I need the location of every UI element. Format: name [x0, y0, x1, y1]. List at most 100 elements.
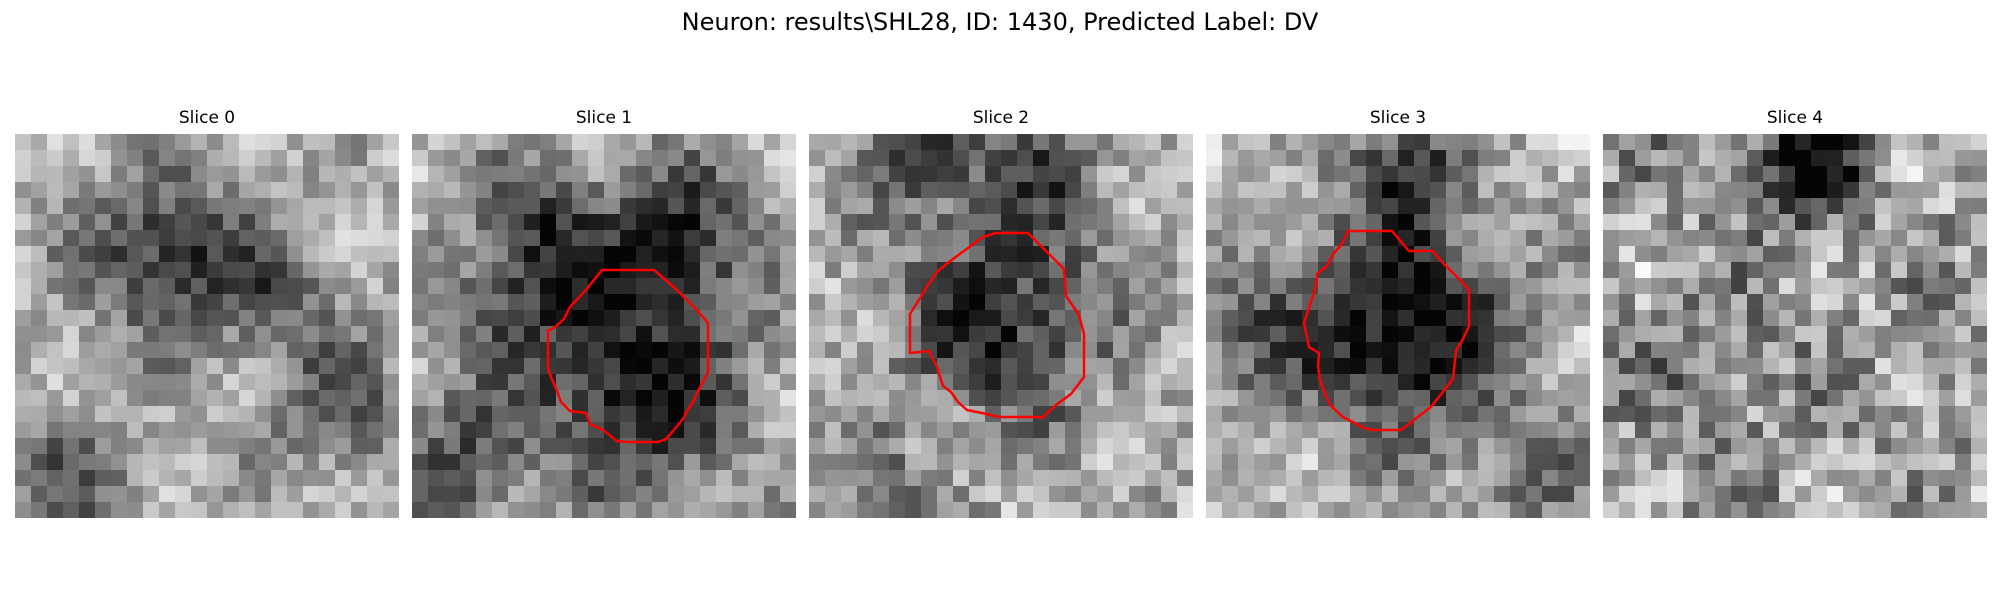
- pixel-cell: [716, 310, 733, 327]
- pixel-cell: [1414, 310, 1431, 327]
- pixel-cell: [1747, 502, 1764, 518]
- pixel-cell: [1955, 326, 1972, 343]
- pixel-cell: [1398, 470, 1415, 487]
- pixel-cell: [604, 486, 621, 503]
- pixel-cell: [255, 262, 272, 279]
- pixel-cell: [175, 278, 192, 295]
- pixel-cell: [1763, 262, 1780, 279]
- pixel-cell: [15, 294, 32, 311]
- pixel-cell: [15, 246, 32, 263]
- pixel-cell: [1715, 502, 1732, 518]
- pixel-cell: [1494, 470, 1511, 487]
- pixel-cell: [63, 134, 80, 151]
- pixel-cell: [412, 214, 429, 231]
- pixel-cell: [700, 470, 717, 487]
- pixel-cell: [1859, 358, 1876, 375]
- pixel-cell: [1811, 214, 1828, 231]
- pixel-cell: [383, 214, 399, 231]
- pixel-cell: [460, 262, 477, 279]
- pixel-cell: [63, 374, 80, 391]
- pixel-cell: [1635, 246, 1652, 263]
- pixel-cell: [1414, 470, 1431, 487]
- pixel-cell: [428, 438, 445, 455]
- pixel-cell: [1366, 406, 1383, 423]
- pixel-cell: [476, 342, 493, 359]
- pixel-cell: [31, 214, 48, 231]
- pixel-cell: [1113, 198, 1130, 215]
- pixel-cell: [287, 326, 304, 343]
- pixel-cell: [1001, 358, 1018, 375]
- pixel-cell: [79, 230, 96, 247]
- pixel-cell: [905, 406, 922, 423]
- pixel-cell: [889, 262, 906, 279]
- pixel-cell: [255, 406, 272, 423]
- pixel-cell: [825, 230, 842, 247]
- pixel-cell: [1971, 278, 1987, 295]
- pixel-cell: [1177, 358, 1193, 375]
- slice-panel-1: Slice 1: [412, 108, 796, 522]
- pixel-cell: [809, 470, 826, 487]
- pixel-cell: [905, 230, 922, 247]
- pixel-cell: [588, 278, 605, 295]
- pixel-cell: [1683, 278, 1700, 295]
- pixel-cell: [1382, 486, 1399, 503]
- pixel-cell: [223, 326, 240, 343]
- pixel-cell: [1747, 294, 1764, 311]
- pixel-cell: [604, 230, 621, 247]
- pixel-cell: [1939, 358, 1956, 375]
- pixel-cell: [825, 134, 842, 151]
- pixel-cell: [111, 246, 128, 263]
- pixel-cell: [63, 406, 80, 423]
- pixel-cell: [239, 454, 256, 471]
- pixel-cell: [1206, 310, 1223, 327]
- pixel-cell: [1907, 406, 1924, 423]
- pixel-cell: [1763, 310, 1780, 327]
- pixel-cell: [1875, 230, 1892, 247]
- pixel-cell: [335, 182, 352, 199]
- pixel-cell: [1795, 390, 1812, 407]
- pixel-cell: [1971, 342, 1987, 359]
- pixel-cell: [1049, 486, 1066, 503]
- pixel-cell: [1603, 134, 1620, 151]
- pixel-cell: [1334, 182, 1351, 199]
- pixel-cell: [1859, 150, 1876, 167]
- pixel-cell: [604, 406, 621, 423]
- pixel-cell: [207, 406, 224, 423]
- pixel-cell: [239, 374, 256, 391]
- pixel-cell: [732, 486, 749, 503]
- pixel-cell: [1542, 502, 1559, 518]
- pixel-cell: [508, 310, 525, 327]
- pixel-cell: [588, 182, 605, 199]
- pixel-cell: [732, 166, 749, 183]
- pixel-cell: [1033, 502, 1050, 518]
- pixel-cell: [700, 390, 717, 407]
- pixel-cell: [937, 214, 954, 231]
- pixel-cell: [1145, 294, 1162, 311]
- pixel-cell: [889, 342, 906, 359]
- pixel-cell: [207, 326, 224, 343]
- pixel-cell: [524, 422, 541, 439]
- pixel-cell: [1238, 326, 1255, 343]
- pixel-cell: [255, 486, 272, 503]
- pixel-cell: [668, 342, 685, 359]
- pixel-cell: [764, 182, 781, 199]
- pixel-cell: [1859, 342, 1876, 359]
- pixel-cell: [748, 406, 765, 423]
- pixel-cell: [873, 198, 890, 215]
- pixel-cell: [716, 342, 733, 359]
- pixel-cell: [1699, 438, 1716, 455]
- pixel-cell: [684, 134, 701, 151]
- pixel-cell: [1017, 374, 1034, 391]
- pixel-cell: [412, 294, 429, 311]
- pixel-cell: [1398, 502, 1415, 518]
- pixel-cell: [1206, 294, 1223, 311]
- pixel-cell: [1222, 438, 1239, 455]
- pixel-cell: [191, 502, 208, 518]
- pixel-cell: [748, 262, 765, 279]
- pixel-cell: [1667, 246, 1684, 263]
- pixel-cell: [780, 470, 796, 487]
- pixel-cell: [143, 246, 160, 263]
- pixel-cell: [428, 470, 445, 487]
- pixel-cell: [1715, 278, 1732, 295]
- pixel-cell: [383, 198, 399, 215]
